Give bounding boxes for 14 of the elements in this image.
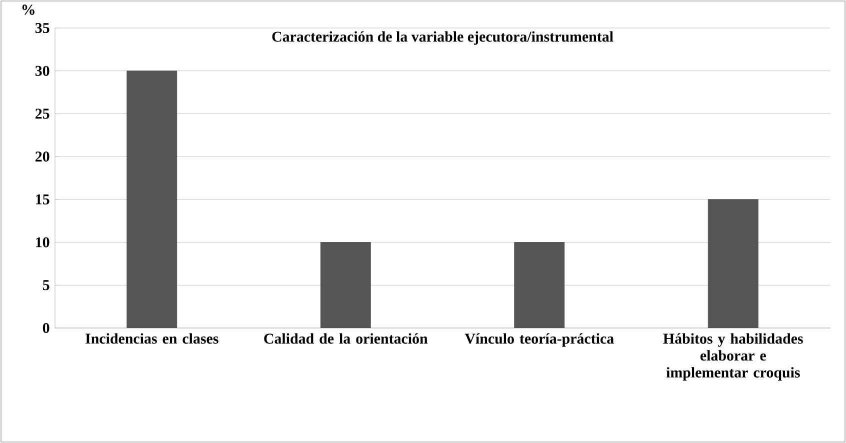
y-axis-title: % [22,4,34,15]
y-tick-label: 15 [36,194,50,204]
y-tick-label: 5 [42,280,50,290]
chart-title: Caracterización de la variable ejecutora/instrumental [272,31,614,45]
x-tick-label: Hábitos y habilidades elaborar e implementar croquis [663,333,803,381]
y-tick-label: 35 [35,22,50,34]
y-tick-label: 25 [36,108,50,119]
x-tick-label: Incidencias en clases [86,333,218,344]
y-tick-label: 30 [35,66,50,76]
y-tick-label: 0 [42,322,50,334]
x-tick-label: Calidad de la orientación [264,333,428,344]
x-tick-label: Vínculo teoría-práctica [464,333,614,347]
y-tick-label: 20 [36,152,50,162]
y-tick-label: 10 [36,237,50,248]
